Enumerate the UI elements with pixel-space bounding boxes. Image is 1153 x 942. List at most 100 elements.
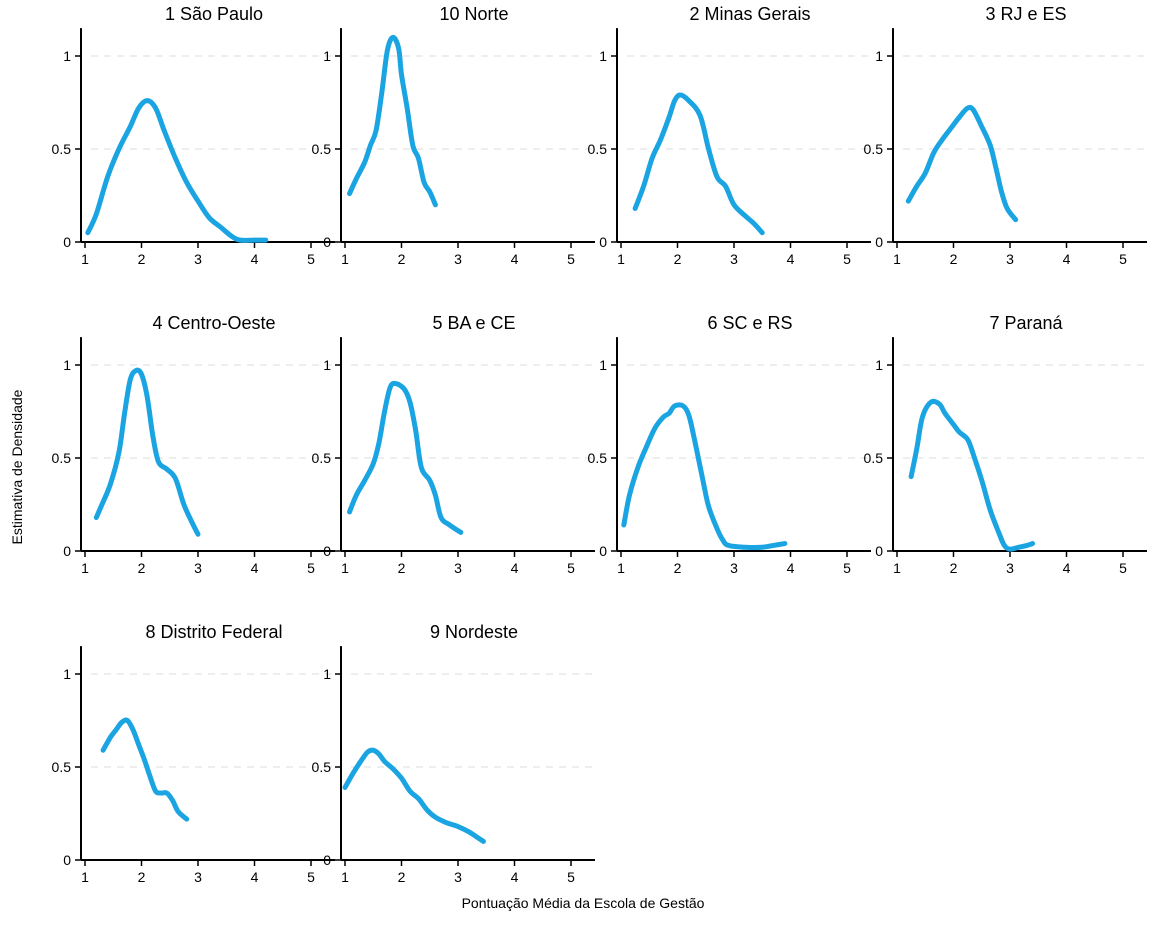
- x-tick-label: 5: [307, 251, 315, 267]
- y-tick-label: 0.5: [864, 450, 884, 466]
- density-curve: [621, 402, 788, 551]
- x-tick-label: 4: [511, 251, 519, 267]
- x-tick-label: 2: [674, 560, 682, 576]
- x-tick-label: 1: [341, 869, 349, 885]
- density-curve: [347, 34, 438, 208]
- x-tick-label: 5: [843, 560, 851, 576]
- y-tick-label: 0: [323, 234, 331, 250]
- y-tick-label: 0.5: [312, 759, 332, 775]
- x-tick-label: 4: [1063, 560, 1071, 576]
- x-tick-label: 5: [1119, 560, 1127, 576]
- y-tick-label: 1: [875, 357, 883, 373]
- y-tick-label: 0.5: [52, 450, 72, 466]
- panel-title: 3 RJ e ES: [985, 4, 1066, 24]
- x-tick-label: 1: [81, 251, 89, 267]
- y-tick-label: 0.5: [588, 450, 608, 466]
- y-tick-label: 0: [599, 234, 607, 250]
- density-curve: [93, 367, 201, 537]
- panel-title: 9 Nordeste: [430, 622, 518, 642]
- panels-layer: 0 0.5 1 1 2 3 4 5 1 São Paulo 0 0.5 1 1 2 3 4 5 10 Norte 0…: [52, 4, 1147, 885]
- x-tick-label: 2: [398, 251, 406, 267]
- y-tick-label: 0: [875, 543, 883, 559]
- x-tick-label: 5: [567, 869, 575, 885]
- facet-panel: 0 0.5 1 1 2 3 4 5 3 RJ e ES: [864, 4, 1147, 267]
- x-tick-label: 2: [398, 560, 406, 576]
- density-curve: [905, 104, 1019, 223]
- y-tick-label: 0.5: [864, 141, 884, 157]
- x-tick-label: 2: [138, 869, 146, 885]
- x-tick-label: 4: [511, 560, 519, 576]
- panel-title: 10 Norte: [439, 4, 508, 24]
- y-tick-label: 1: [323, 666, 331, 682]
- x-tick-label: 4: [1063, 251, 1071, 267]
- facet-panel: 0 0.5 1 1 2 3 4 5 2 Minas Gerais: [588, 4, 871, 267]
- x-tick-label: 1: [81, 869, 89, 885]
- x-tick-label: 5: [567, 251, 575, 267]
- y-tick-label: 1: [599, 357, 607, 373]
- y-tick-label: 1: [63, 666, 71, 682]
- x-tick-label: 3: [730, 560, 738, 576]
- x-tick-label: 4: [251, 251, 259, 267]
- facet-panel: 0 0.5 1 1 2 3 4 5 8 Distrito Federal: [52, 622, 335, 885]
- y-tick-label: 0.5: [312, 141, 332, 157]
- x-tick-label: 5: [567, 560, 575, 576]
- facet-panel: 0 0.5 1 1 2 3 4 5 4 Centro-Oeste: [52, 313, 335, 576]
- panel-title: 5 BA e CE: [432, 313, 515, 333]
- x-tick-label: 3: [454, 251, 462, 267]
- x-tick-label: 1: [893, 560, 901, 576]
- y-tick-label: 0: [63, 543, 71, 559]
- y-tick-label: 1: [875, 48, 883, 64]
- x-tick-label: 4: [787, 560, 795, 576]
- x-tick-label: 4: [251, 560, 259, 576]
- y-tick-label: 1: [323, 357, 331, 373]
- x-tick-label: 4: [787, 251, 795, 267]
- y-tick-label: 0.5: [312, 450, 332, 466]
- y-tick-label: 0: [63, 852, 71, 868]
- panel-title: 4 Centro-Oeste: [152, 313, 275, 333]
- y-tick-label: 0.5: [588, 141, 608, 157]
- x-tick-label: 5: [1119, 251, 1127, 267]
- x-axis-title: Pontuação Média da Escola de Gestão: [462, 895, 705, 911]
- x-tick-label: 2: [950, 560, 958, 576]
- x-tick-label: 1: [893, 251, 901, 267]
- panel-title: 1 São Paulo: [165, 4, 263, 24]
- facet-panel: 0 0.5 1 1 2 3 4 5 5 BA e CE: [312, 313, 595, 576]
- y-axis-title: Estimativa de Densidade: [9, 389, 25, 544]
- density-curve: [908, 398, 1036, 552]
- panel-title: 6 SC e RS: [707, 313, 792, 333]
- density-curve: [100, 717, 190, 822]
- panel-title: 2 Minas Gerais: [689, 4, 810, 24]
- facet-panel: 0 0.5 1 1 2 3 4 5 1 São Paulo: [52, 4, 335, 267]
- facet-panel: 0 0.5 1 1 2 3 4 5 9 Nordeste: [312, 622, 595, 885]
- x-tick-label: 3: [194, 869, 202, 885]
- x-tick-label: 1: [617, 251, 625, 267]
- x-tick-label: 1: [341, 560, 349, 576]
- panel-title: 7 Paraná: [989, 313, 1063, 333]
- x-tick-label: 1: [81, 560, 89, 576]
- x-tick-label: 4: [511, 869, 519, 885]
- density-curve: [347, 380, 464, 535]
- y-tick-label: 1: [63, 48, 71, 64]
- y-tick-label: 0: [63, 234, 71, 250]
- x-tick-label: 3: [454, 560, 462, 576]
- y-tick-label: 0.5: [52, 759, 72, 775]
- x-tick-label: 3: [1006, 251, 1014, 267]
- x-tick-label: 2: [398, 869, 406, 885]
- x-tick-label: 2: [138, 251, 146, 267]
- x-tick-label: 1: [617, 560, 625, 576]
- x-tick-label: 3: [194, 560, 202, 576]
- y-tick-label: 0: [323, 543, 331, 559]
- x-tick-label: 3: [1006, 560, 1014, 576]
- y-tick-label: 0.5: [52, 141, 72, 157]
- density-curve: [85, 98, 269, 243]
- x-tick-label: 1: [341, 251, 349, 267]
- x-tick-label: 5: [307, 560, 315, 576]
- density-curve: [342, 747, 486, 844]
- x-tick-label: 5: [843, 251, 851, 267]
- panel-title: 8 Distrito Federal: [145, 622, 282, 642]
- x-tick-label: 4: [251, 869, 259, 885]
- y-tick-label: 0: [323, 852, 331, 868]
- facet-panel: 0 0.5 1 1 2 3 4 5 10 Norte: [312, 4, 595, 267]
- y-tick-label: 0: [599, 543, 607, 559]
